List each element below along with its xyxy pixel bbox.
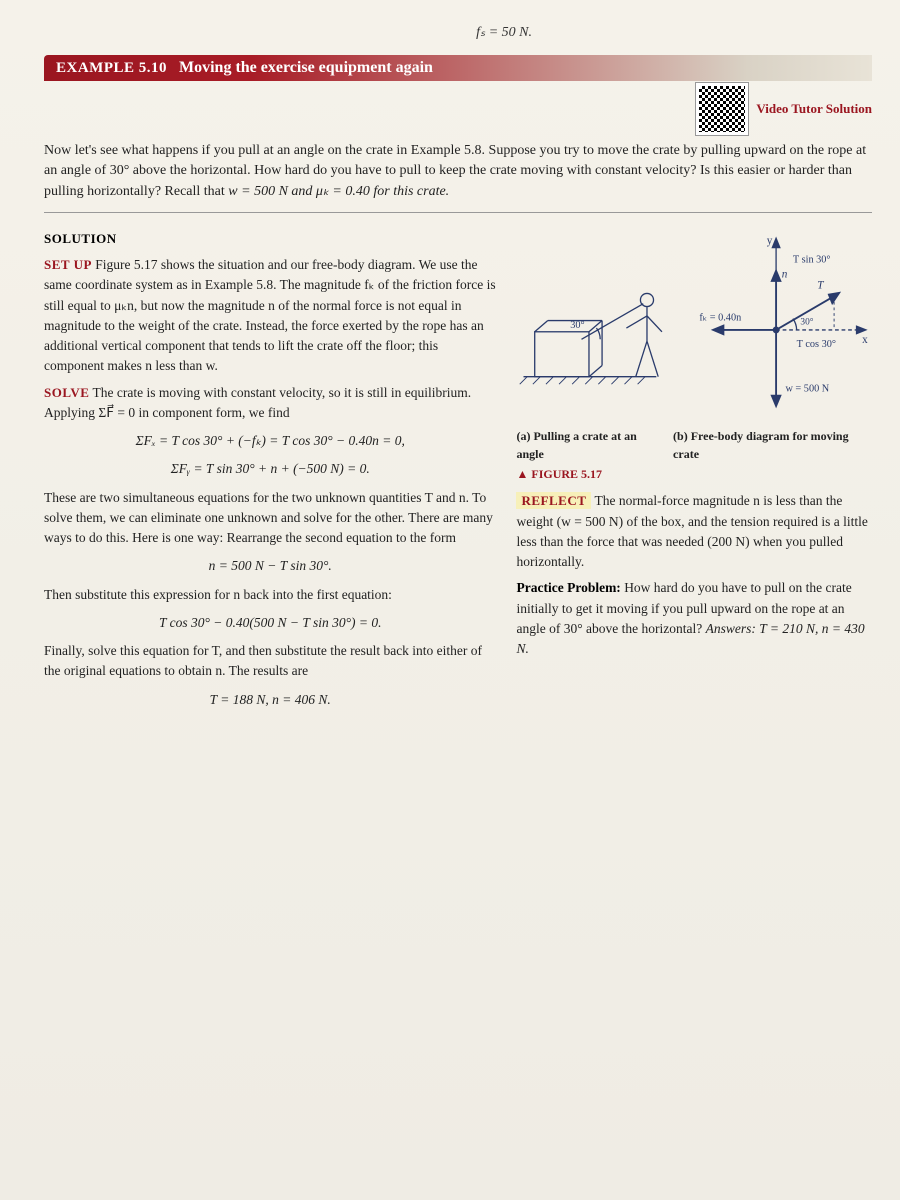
two-column-layout: SOLUTION SET UP Figure 5.17 shows the si…	[44, 223, 872, 718]
figure-label: FIGURE 5.17	[516, 465, 872, 483]
svg-text:T sin 30°: T sin 30°	[793, 254, 831, 265]
svg-text:fₖ = 0.40n: fₖ = 0.40n	[700, 312, 742, 323]
separator-line	[44, 212, 872, 213]
equation-2: ΣFᵧ = T sin 30° + n + (−500 N) = 0.	[44, 459, 496, 479]
solution-heading: SOLUTION	[44, 231, 117, 246]
example-number: EXAMPLE 5.10	[56, 60, 167, 77]
svg-text:w = 500 N: w = 500 N	[786, 384, 830, 395]
left-column: SOLUTION SET UP Figure 5.17 shows the si…	[44, 223, 496, 718]
reflect-label: REFLECT	[516, 492, 591, 509]
equation-4: T cos 30° − 0.40(500 N − T sin 30°) = 0.	[44, 613, 496, 633]
given-values: w = 500 N and μₖ = 0.40 for this crate.	[228, 184, 449, 199]
setup-paragraph: SET UP Figure 5.17 shows the situation a…	[44, 255, 496, 377]
example-banner: EXAMPLE 5.10 Moving the exercise equipme…	[44, 55, 872, 81]
solve-label: SOLVE	[44, 385, 89, 400]
practice-paragraph: Practice Problem: How hard do you have t…	[516, 578, 872, 659]
caption-b: (b) Free-body diagram for moving crate	[673, 427, 872, 463]
figure-container: 30° y x	[516, 227, 872, 483]
diagram-b-group: y x n	[700, 235, 869, 407]
right-column: 30° y x	[516, 223, 872, 718]
page: fₛ = 50 N. EXAMPLE 5.10 Moving the exerc…	[0, 0, 900, 1200]
svg-text:x: x	[863, 334, 869, 346]
solve-text-4: Finally, solve this equation for T, and …	[44, 641, 496, 682]
solve-text-1: The crate is moving with constant veloci…	[44, 385, 471, 420]
figure-svg: 30° y x	[516, 227, 872, 423]
qr-code-icon	[696, 83, 748, 135]
practice-label: Practice Problem:	[516, 580, 620, 595]
svg-text:T: T	[818, 280, 825, 292]
setup-text: Figure 5.17 shows the situation and our …	[44, 257, 496, 373]
setup-label: SET UP	[44, 257, 92, 272]
caption-a: (a) Pulling a crate at an angle	[516, 427, 663, 463]
figure-captions: (a) Pulling a crate at an angle (b) Free…	[516, 427, 872, 463]
top-fragment-text: fₛ = 50 N.	[44, 24, 872, 41]
solution-heading-row: SOLUTION	[44, 229, 496, 249]
solve-paragraph-1: SOLVE The crate is moving with constant …	[44, 383, 496, 424]
example-title: Moving the exercise equipment again	[179, 59, 433, 77]
equation-1: ΣFₓ = T cos 30° + (−fₖ) = T cos 30° − 0.…	[44, 431, 496, 451]
equation-3: n = 500 N − T sin 30°.	[44, 556, 496, 576]
intro-text: Now let's see what happens if you pull a…	[44, 143, 866, 199]
solve-text-3: Then substitute this expression for n ba…	[44, 585, 496, 605]
reflect-paragraph: REFLECT The normal-force magnitude n is …	[516, 491, 872, 572]
diagram-a-group: 30°	[520, 293, 662, 384]
video-tutor-row: Video Tutor Solution	[44, 83, 872, 135]
problem-statement: Now let's see what happens if you pull a…	[44, 141, 872, 202]
svg-text:30°: 30°	[571, 320, 585, 331]
svg-text:n: n	[782, 268, 788, 280]
svg-text:30°: 30°	[801, 316, 814, 327]
video-tutor-label: Video Tutor Solution	[756, 101, 872, 117]
svg-text:y: y	[767, 235, 773, 247]
solve-text-2: These are two simultaneous equations for…	[44, 488, 496, 549]
svg-text:T cos 30°: T cos 30°	[797, 339, 836, 350]
equation-5: T = 188 N, n = 406 N.	[44, 690, 496, 710]
